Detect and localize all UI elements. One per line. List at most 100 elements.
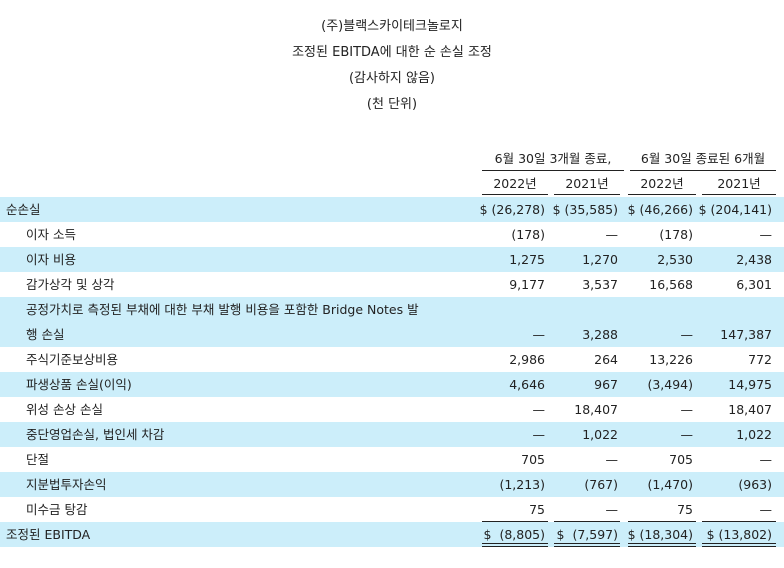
total-rule: [482, 543, 548, 547]
value-cell: $ (26,278): [479, 202, 545, 217]
table-row: 단절 705 — 705 —: [0, 447, 784, 472]
value-cell: $ (13,802): [706, 527, 772, 542]
row-label-text: 미수금 탕감: [26, 502, 88, 517]
row-label: 단절: [26, 447, 49, 472]
value-cell: 13,226: [649, 352, 693, 367]
value-cell: 18,407: [574, 402, 618, 417]
table-row: 공정가치로 측정된 부채에 대한 부채 발행 비용을 포함한 Bridge No…: [0, 297, 784, 347]
column-year-2022-q: 2022년: [482, 174, 548, 195]
row-label: 공정가치로 측정된 부채에 대한 부채 발행 비용을 포함한 Bridge No…: [26, 297, 419, 347]
column-year-2021-h: 2021년: [702, 174, 776, 195]
row-label-text: 지분법투자손익: [26, 477, 107, 492]
column-year-2022-h: 2022년: [628, 174, 696, 195]
row-label: 순손실: [6, 197, 41, 222]
value-cell: (3,494): [647, 377, 693, 392]
value-cell: 1,275: [509, 252, 545, 267]
row-label-text: 감가상각 및 상각: [26, 277, 115, 292]
unit-note: (천 단위): [366, 97, 418, 112]
value-cell: —: [759, 502, 773, 517]
row-net-loss: 순손실 $ (26,278) $ (35,585) $ (46,266) $ (204,…: [0, 197, 784, 222]
value-cell: 264: [594, 352, 618, 367]
row-label: 지분법투자손익: [26, 472, 107, 497]
value-cell: 967: [594, 377, 618, 392]
value-cell: —: [680, 327, 694, 342]
table-row: 미수금 탕감 75 — 75 —: [0, 497, 784, 522]
value-cell: $ (46,266): [627, 202, 693, 217]
row-label: 이자 비용: [26, 247, 76, 272]
row-label-text: 이자 비용: [26, 252, 76, 267]
table-row: 위성 손상 손실 — 18,407 — 18,407: [0, 397, 784, 422]
value-cell: —: [532, 427, 546, 442]
value-cell: 3,288: [582, 327, 618, 342]
value-cell: 147,387: [720, 327, 772, 342]
value-cell: (963): [738, 477, 772, 492]
value-cell: (178): [511, 227, 545, 242]
value-cell: $ (8,805): [483, 527, 545, 542]
row-label-text: 조정된 EBITDA: [6, 527, 91, 542]
audit-note: (감사하지 않음): [348, 71, 436, 86]
row-label-text: 공정가치로 측정된 부채에 대한 부채 발행 비용을 포함한 Bridge No…: [26, 302, 419, 317]
row-label: 감가상각 및 상각: [26, 272, 114, 297]
table-row: 이자 비용 1,275 1,270 2,530 2,438: [0, 247, 784, 272]
value-cell: —: [605, 452, 619, 467]
row-label: 주식기준보상비용: [26, 347, 118, 372]
value-cell: 14,975: [728, 377, 772, 392]
value-cell: $ (204,141): [698, 202, 772, 217]
value-cell: 16,568: [649, 277, 693, 292]
value-cell: —: [680, 427, 694, 442]
total-rule: [554, 521, 620, 522]
value-cell: 2,438: [736, 252, 772, 267]
row-label: 위성 손상 손실: [26, 397, 103, 422]
value-cell: 75: [677, 502, 693, 517]
value-cell: 1,022: [736, 427, 772, 442]
value-cell: $ (7,597): [556, 527, 618, 542]
row-label-text: 단절: [26, 452, 50, 467]
total-rule: [702, 543, 776, 547]
total-rule: [628, 521, 696, 522]
value-cell: $ (18,304): [627, 527, 693, 542]
value-cell: 705: [521, 452, 545, 467]
value-cell: 75: [529, 502, 545, 517]
value-cell: 2,986: [509, 352, 545, 367]
value-cell: (178): [659, 227, 693, 242]
table-row: 주식기준보상비용 2,986 264 13,226 772: [0, 347, 784, 372]
value-cell: 1,022: [582, 427, 618, 442]
value-cell: 705: [669, 452, 693, 467]
row-label-text: 파생상품 손실(이익): [26, 377, 132, 392]
value-cell: 6,301: [736, 277, 772, 292]
value-cell: 2,530: [657, 252, 693, 267]
row-adjusted-ebitda: 조정된 EBITDA $ (8,805) $ (7,597) $ (18,304) $ …: [0, 522, 784, 547]
total-rule: [554, 543, 620, 547]
row-label-continuation: 행 손실: [26, 327, 65, 342]
column-group-three-months: 6월 30일 3개월 종료,: [482, 148, 624, 171]
row-label-text: 중단영업손실, 법인세 차감: [26, 427, 165, 442]
value-cell: —: [605, 227, 619, 242]
value-cell: $ (35,585): [552, 202, 618, 217]
table-row: 중단영업손실, 법인세 차감 — 1,022 — 1,022: [0, 422, 784, 447]
total-rule: [628, 543, 696, 547]
value-cell: 1,270: [582, 252, 618, 267]
value-cell: (767): [584, 477, 618, 492]
value-cell: 18,407: [728, 402, 772, 417]
row-label: 조정된 EBITDA: [6, 522, 90, 547]
row-label-text: 주식기준보상비용: [26, 352, 119, 367]
table-row: 지분법투자손익 (1,213) (767) (1,470) (963): [0, 472, 784, 497]
statement-title: 조정된 EBITDA에 대한 순 손실 조정: [292, 45, 492, 60]
value-cell: —: [532, 327, 546, 342]
value-cell: —: [759, 227, 773, 242]
table-row: 감가상각 및 상각 9,177 3,537 16,568 6,301: [0, 272, 784, 297]
statement-title-block: (주)블랙스카이테크놀로지 조정된 EBITDA에 대한 순 손실 조정 (감사…: [0, 14, 784, 118]
row-label: 중단영업손실, 법인세 차감: [26, 422, 164, 447]
value-cell: —: [605, 502, 619, 517]
value-cell: —: [532, 402, 546, 417]
row-label-text: 순손실: [6, 202, 41, 217]
value-cell: 3,537: [582, 277, 618, 292]
value-cell: (1,470): [647, 477, 693, 492]
value-cell: 772: [748, 352, 772, 367]
row-label: 파생상품 손실(이익): [26, 372, 132, 397]
row-label-text: 위성 손상 손실: [26, 402, 103, 417]
row-label-text: 이자 소득: [26, 227, 76, 242]
row-label: 이자 소득: [26, 222, 76, 247]
column-year-2021-q: 2021년: [554, 174, 620, 195]
table-row: 이자 소득 (178) — (178) —: [0, 222, 784, 247]
